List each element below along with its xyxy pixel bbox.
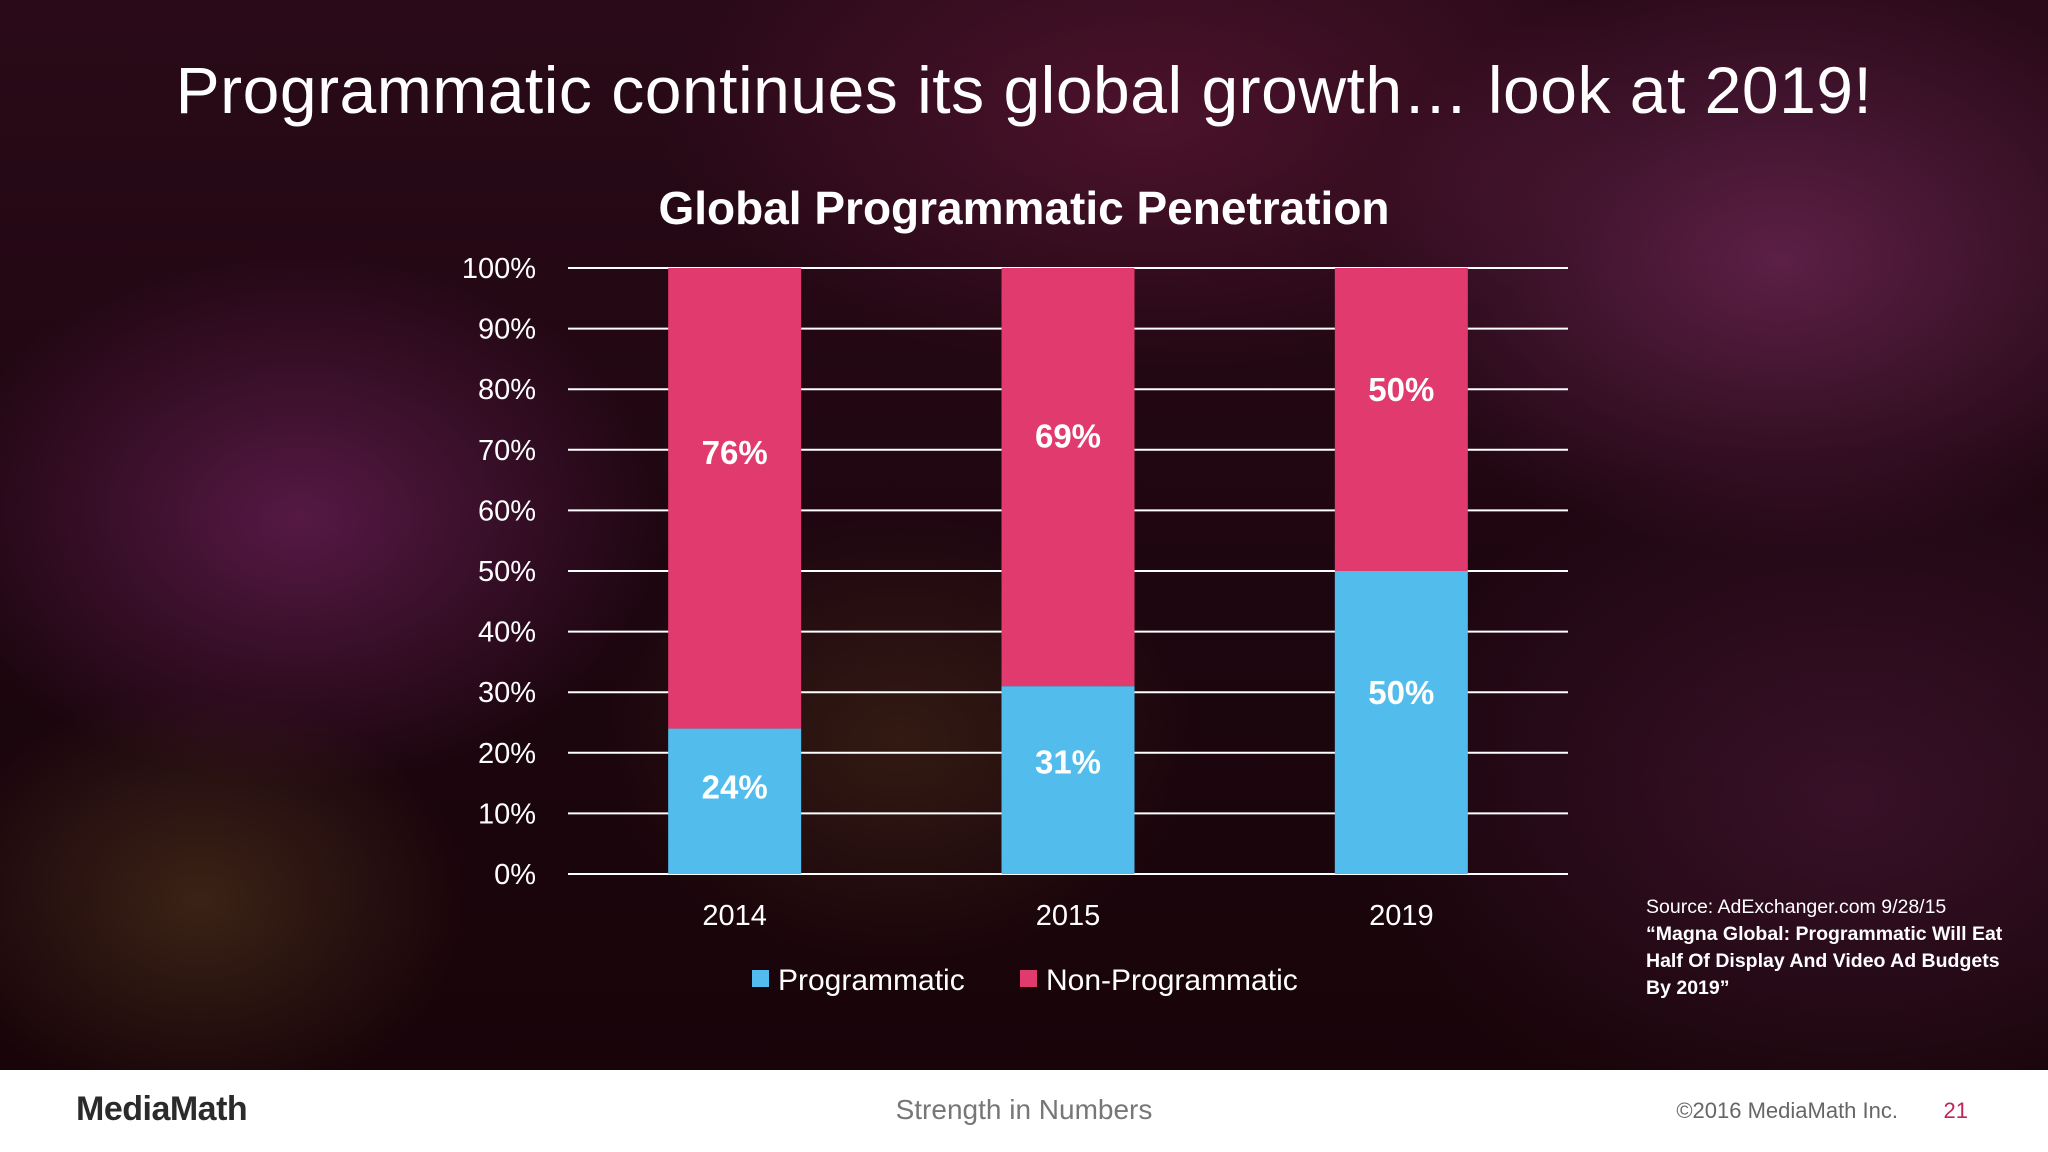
data-label: 69% bbox=[1035, 417, 1101, 454]
data-label: 76% bbox=[702, 434, 768, 471]
legend-swatch bbox=[1020, 970, 1037, 987]
y-tick-label: 90% bbox=[478, 314, 536, 346]
y-tick-label: 20% bbox=[478, 738, 536, 770]
y-tick-label: 50% bbox=[478, 556, 536, 588]
source-line: Source: AdExchanger.com 9/28/15 bbox=[1646, 896, 1947, 918]
legend-label: Programmatic bbox=[778, 964, 965, 997]
y-tick-label: 40% bbox=[478, 617, 536, 649]
chart-title: Global Programmatic Penetration bbox=[658, 182, 1389, 234]
bar-segment bbox=[668, 728, 802, 874]
legend-label: Non-Programmatic bbox=[1046, 964, 1298, 997]
page-number: 21 bbox=[1943, 1098, 1968, 1123]
y-tick-label: 70% bbox=[478, 435, 536, 467]
y-tick-label: 10% bbox=[478, 798, 536, 830]
x-tick-label: 2019 bbox=[1369, 900, 1434, 932]
data-label: 24% bbox=[702, 769, 768, 806]
y-tick-label: 30% bbox=[478, 677, 536, 709]
y-tick-label: 60% bbox=[478, 495, 536, 527]
source-note: Source: AdExchanger.com 9/28/15 “Magna G… bbox=[1646, 894, 2006, 1002]
data-label: 50% bbox=[1368, 674, 1434, 711]
mediamath-logo: MediaMath bbox=[76, 1090, 248, 1128]
bar-segment bbox=[1334, 571, 1468, 874]
bar-segment bbox=[1001, 268, 1135, 687]
x-tick-label: 2014 bbox=[702, 900, 767, 932]
stacked-bar-chart: Global Programmatic Penetration 0% 10% 20% 3… bbox=[462, 182, 1468, 997]
source-quote: “Magna Global: Programmatic Will Eat Hal… bbox=[1646, 923, 2003, 999]
x-tick-label: 2015 bbox=[1036, 900, 1101, 932]
footer-copyright: ©2016 MediaMath Inc. bbox=[1676, 1098, 1898, 1123]
bar-segment bbox=[668, 268, 802, 729]
footer: MediaMath Strength in Numbers ©2016 Medi… bbox=[0, 1070, 2048, 1152]
y-tick-label: 100% bbox=[462, 253, 536, 285]
y-tick-label: 80% bbox=[478, 374, 536, 406]
bar-segment bbox=[1334, 268, 1468, 571]
data-label: 31% bbox=[1035, 743, 1101, 780]
data-label: 50% bbox=[1368, 371, 1434, 408]
slide-title: Programmatic continues its global growth… bbox=[175, 53, 1873, 127]
legend-swatch bbox=[752, 970, 769, 987]
footer-tagline: Strength in Numbers bbox=[895, 1094, 1153, 1125]
bar-segment bbox=[1001, 686, 1135, 874]
y-tick-label: 0% bbox=[494, 859, 536, 891]
